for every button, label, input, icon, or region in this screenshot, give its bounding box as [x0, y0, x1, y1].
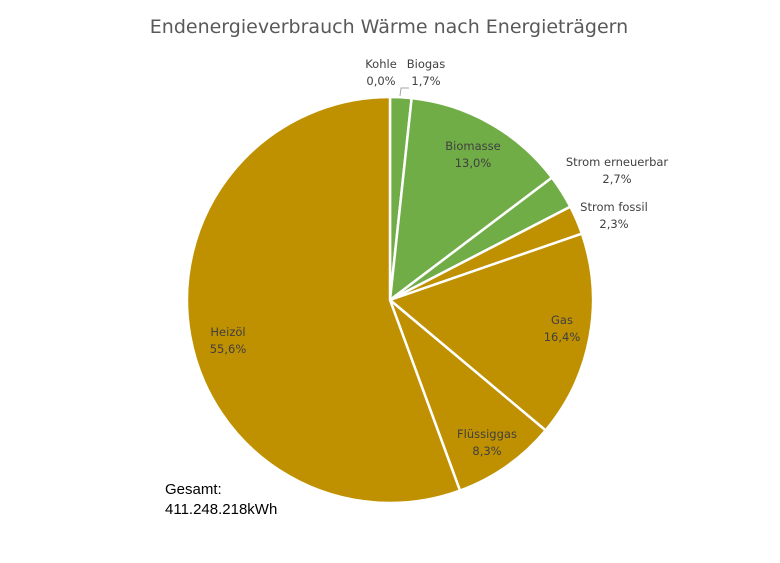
slice-label-strom-fossil: Strom fossil 2,3% [580, 200, 648, 231]
slice-label-biomasse: Biomasse 13,0% [445, 139, 500, 170]
pie-slices [185, 95, 595, 505]
slice-label-heizöl: Heizöl 55,6% [210, 325, 247, 356]
total-value: 411.248.218kWh [165, 501, 278, 518]
slice-labels: Kohle 0,0% Biogas 1,7% Biomasse 13,0% Strom er… [210, 57, 669, 458]
leader-lines [399, 87, 409, 97]
chart-title: Endenergieverbrauch Wärme nach Energietr… [150, 16, 628, 38]
slice-label-kohle: Kohle 0,0% [365, 57, 397, 88]
total-label: Gesamt: [165, 481, 222, 498]
total-annotation: Gesamt: 411.248.218kWh [165, 480, 277, 520]
pie-slice-biomasse [388, 96, 554, 302]
leader-line-biogas [399, 87, 409, 97]
slice-label-gas: Gas 16,4% [544, 313, 581, 344]
slice-label-flüssiggas: Flüssiggas 8,3% [457, 427, 517, 458]
slice-label-biogas: Biogas 1,7% [407, 57, 445, 88]
pie-slice-gas [388, 232, 595, 432]
pie-slice-heizöl [185, 95, 462, 505]
slice-label-strom-erneuerbar: Strom erneuerbar 2,7% [566, 155, 669, 186]
pie-slice-flüssiggas [388, 298, 547, 492]
